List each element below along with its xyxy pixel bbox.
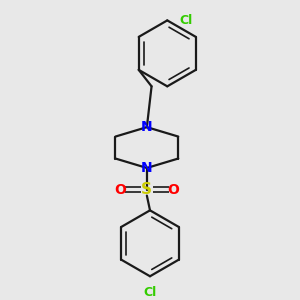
Text: N: N (141, 161, 153, 175)
Text: S: S (141, 182, 152, 197)
Text: O: O (168, 183, 179, 197)
Text: Cl: Cl (180, 14, 193, 27)
Text: Cl: Cl (143, 286, 157, 299)
Text: O: O (114, 183, 126, 197)
Text: N: N (141, 120, 153, 134)
